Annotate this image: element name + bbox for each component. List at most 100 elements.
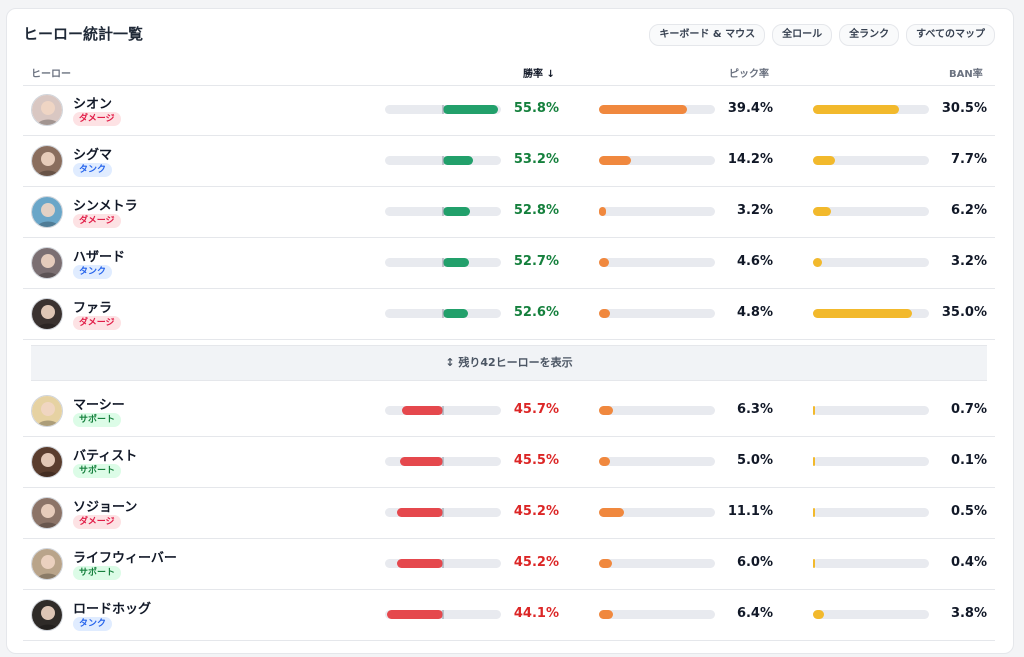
pickrate-bar-fill [599,610,614,619]
banrate-bar [813,610,929,619]
banrate-bar-fill [813,508,815,517]
winrate-bar-fill [443,207,470,216]
pickrate-bar [599,105,715,114]
winrate-bar [385,309,501,318]
role-badge: ダメージ [73,112,121,126]
winrate-midline [442,406,444,415]
hero-name[interactable]: ハザード [73,250,126,265]
pickrate-bar [599,508,715,517]
table-row[interactable]: シオン ダメージ 55.8% 39.4% 30.5% [23,85,995,136]
pickrate-bar [599,457,715,466]
role-badge: タンク [73,265,113,279]
banrate-bar-fill [813,457,815,466]
role-badge: サポート [73,413,122,427]
banrate-bar [813,207,929,216]
banrate-bar [813,105,929,114]
winrate-value: 52.8% [513,203,559,218]
header-banrate[interactable]: BAN率 [949,69,983,80]
banrate-value: 6.2% [950,203,987,218]
table-row[interactable]: マーシー サポート 45.7% 6.3% 0.7% [23,386,995,437]
banrate-value: 7.7% [950,152,987,167]
winrate-bar-fill [397,508,443,517]
show-more-button[interactable]: ↕ 残り42ヒーローを表示 [31,345,987,381]
banrate-bar [813,508,929,517]
filter-rank[interactable]: 全ランク [839,24,900,46]
winrate-value: 45.5% [513,453,559,468]
table-row[interactable]: ソジョーン ダメージ 45.2% 11.1% 0.5% [23,488,995,539]
hero-name[interactable]: ロードホッグ [73,602,152,617]
pickrate-value: 6.4% [736,606,773,621]
table-row[interactable]: ロードホッグ タンク 44.1% 6.4% 3.8% [23,590,995,641]
pickrate-bar [599,406,715,415]
winrate-bar-fill [443,309,468,318]
hero-avatar [31,446,63,478]
winrate-midline [442,610,444,619]
banrate-bar [813,309,929,318]
hero-stats-panel: ヒーロー統計一覧 キーボード & マウス 全ロール 全ランク すべてのマップ ヒ… [6,8,1014,654]
pickrate-value: 39.4% [727,101,773,116]
hero-name[interactable]: ファラ [73,301,113,316]
pickrate-bar [599,559,715,568]
role-badge: タンク [73,617,113,631]
winrate-value: 44.1% [513,606,559,621]
winrate-bar-fill [443,258,469,267]
hero-name[interactable]: バティスト [73,449,138,464]
winrate-bar [385,258,501,267]
role-badge: タンク [73,163,113,177]
winrate-midline [442,105,444,114]
winrate-midline [442,457,444,466]
winrate-bar-fill [400,457,443,466]
pickrate-bar [599,309,715,318]
pickrate-bar-fill [599,258,610,267]
pickrate-value: 11.1% [727,504,773,519]
pickrate-value: 5.0% [736,453,773,468]
filter-input-device[interactable]: キーボード & マウス [649,24,766,46]
banrate-bar-fill [813,207,831,216]
filter-role[interactable]: 全ロール [772,24,833,46]
banrate-value: 35.0% [941,305,987,320]
winrate-bar-fill [443,156,474,165]
header-pickrate[interactable]: ピック率 [729,69,769,80]
winrate-bar-fill [443,105,499,114]
role-badge: ダメージ [73,316,121,330]
winrate-midline [442,156,444,165]
hero-name[interactable]: ライフウィーバー [73,551,177,566]
winrate-bar-fill [397,559,443,568]
table-row[interactable]: ファラ ダメージ 52.6% 4.8% 35.0% [23,289,995,340]
pickrate-bar [599,610,715,619]
hero-name[interactable]: ソジョーン [73,500,138,515]
pickrate-bar-fill [599,457,611,466]
pickrate-bar [599,156,715,165]
pickrate-bar [599,207,715,216]
banrate-value: 0.5% [950,504,987,519]
pickrate-bar-fill [599,156,631,165]
winrate-midline [442,508,444,517]
header-hero[interactable]: ヒーロー [31,69,71,80]
winrate-midline [442,258,444,267]
hero-avatar [31,247,63,279]
winrate-value: 52.6% [513,305,559,320]
hero-avatar [31,395,63,427]
role-badge: サポート [73,566,122,580]
table-row[interactable]: バティスト サポート 45.5% 5.0% 0.1% [23,437,995,488]
banrate-bar [813,156,929,165]
banrate-bar-fill [813,610,824,619]
winrate-bar [385,508,501,517]
banrate-value: 30.5% [941,101,987,116]
table-row[interactable]: シンメトラ ダメージ 52.8% 3.2% 6.2% [23,187,995,238]
table-row[interactable]: ライフウィーバー サポート 45.2% 6.0% 0.4% [23,539,995,590]
pickrate-value: 3.2% [736,203,773,218]
pickrate-value: 6.0% [736,555,773,570]
hero-name[interactable]: マーシー [73,398,125,413]
hero-name[interactable]: シンメトラ [73,199,138,214]
hero-avatar [31,599,63,631]
hero-name[interactable]: シオン [73,97,113,112]
banrate-bar-fill [813,258,823,267]
pickrate-bar-fill [599,406,614,415]
hero-name[interactable]: シグマ [73,148,113,163]
filter-map[interactable]: すべてのマップ [906,24,995,46]
table-row[interactable]: ハザード タンク 52.7% 4.6% 3.2% [23,238,995,289]
header-winrate[interactable]: 勝率 ↓ [523,69,555,80]
table-row[interactable]: シグマ タンク 53.2% 14.2% 7.7% [23,136,995,187]
pickrate-value: 14.2% [727,152,773,167]
